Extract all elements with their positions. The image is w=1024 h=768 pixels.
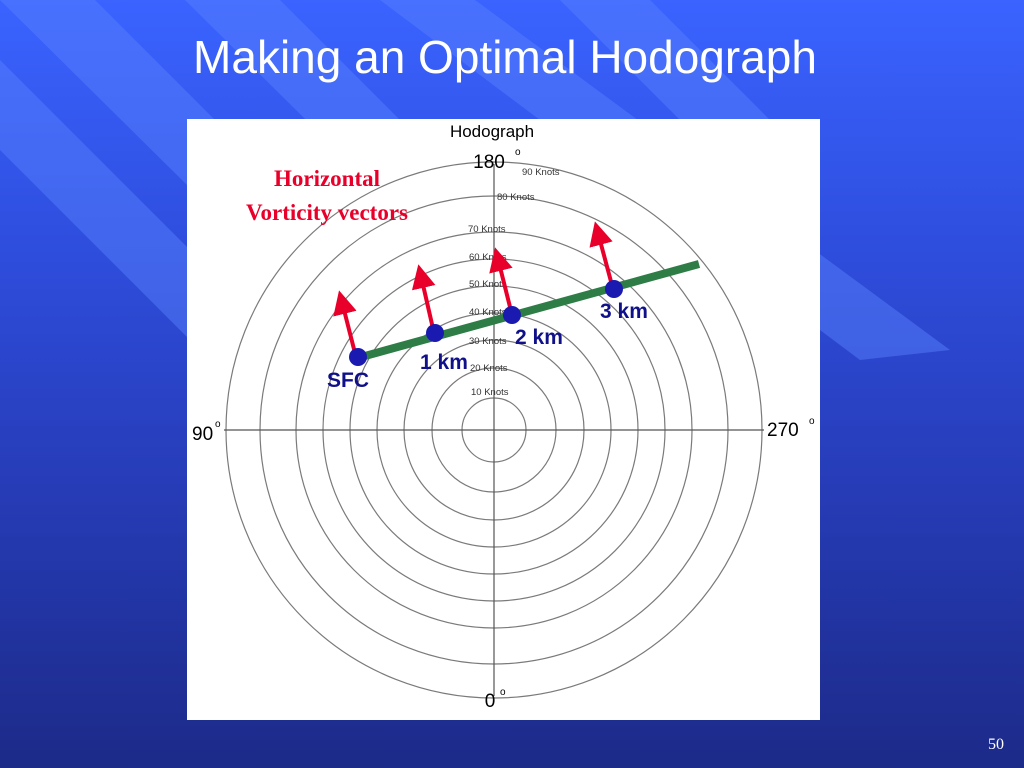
degree-symbol-bottom: o: [500, 687, 506, 698]
point-label-3km: 3 km: [600, 300, 648, 323]
point-label-sfc: SFC: [327, 369, 369, 392]
point-2km: [503, 306, 521, 324]
annotation-line-2: Vorticity vectors: [246, 200, 408, 225]
point-1km: [426, 324, 444, 342]
hodograph-svg: Hodograph 180 o 0 o 90 o 270 o 10 Knots …: [192, 122, 815, 712]
hodograph-title: Hodograph: [450, 122, 534, 141]
point-3km: [605, 280, 623, 298]
slide-title: Making an Optimal Hodograph: [193, 31, 817, 83]
annotation-line-1: Horizontal: [274, 166, 380, 191]
direction-label-bottom: 0: [485, 691, 496, 712]
direction-label-top: 180: [473, 152, 505, 173]
point-label-1km: 1 km: [420, 351, 468, 374]
ring-label-60: 60 Knots: [469, 252, 507, 263]
page-number: 50: [988, 736, 1004, 753]
direction-label-left: 90: [192, 424, 213, 445]
direction-label-right: 270: [767, 420, 799, 441]
ring-label-70: 70 Knots: [468, 224, 506, 235]
ring-label-30: 30 Knots: [469, 336, 507, 347]
hodograph-figure: Hodograph 180 o 0 o 90 o 270 o 10 Knots …: [187, 119, 820, 720]
ring-label-90: 90 Knots: [522, 167, 560, 178]
degree-symbol-left: o: [215, 419, 221, 430]
degree-symbol-right: o: [809, 416, 815, 427]
vorticity-arrow-1km: [411, 264, 436, 334]
ring-label-40: 40 Knots: [469, 307, 507, 318]
vorticity-arrow-sfc: [333, 290, 358, 358]
point-sfc: [349, 348, 367, 366]
degree-symbol-top: o: [515, 147, 521, 158]
point-label-2km: 2 km: [515, 326, 563, 349]
vorticity-arrow-2km: [489, 247, 514, 316]
shear-line: [352, 260, 701, 363]
ring-label-50: 50 Knots: [469, 279, 507, 290]
ring-label-80: 80 Knots: [497, 192, 535, 203]
ring-label-20: 20 Knots: [470, 363, 508, 374]
ring-label-10: 10 Knots: [471, 387, 509, 398]
vorticity-arrow-3km: [589, 221, 615, 290]
